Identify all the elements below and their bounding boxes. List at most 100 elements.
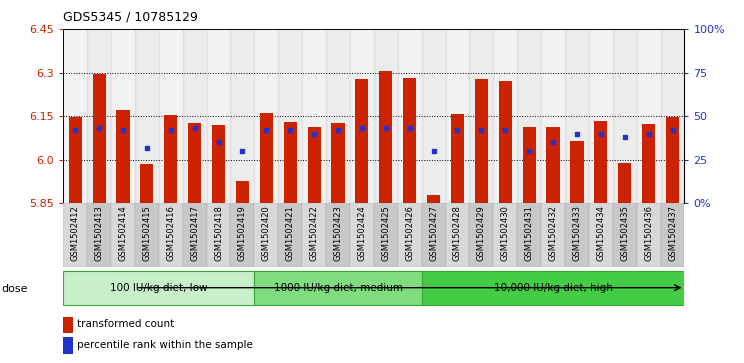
Bar bbox=[613, 203, 637, 267]
Bar bbox=[398, 203, 422, 267]
Text: dose: dose bbox=[1, 284, 28, 294]
Bar bbox=[254, 270, 422, 305]
Bar bbox=[422, 203, 446, 267]
Bar bbox=[350, 203, 373, 267]
Bar bbox=[254, 29, 278, 203]
Bar bbox=[374, 203, 398, 267]
Text: GSM1502412: GSM1502412 bbox=[71, 205, 80, 261]
Bar bbox=[374, 29, 398, 203]
Bar bbox=[236, 181, 249, 203]
Text: GSM1502436: GSM1502436 bbox=[644, 205, 653, 261]
Text: GSM1502427: GSM1502427 bbox=[429, 205, 438, 261]
Text: GSM1502420: GSM1502420 bbox=[262, 205, 271, 261]
Text: GSM1502417: GSM1502417 bbox=[190, 205, 199, 261]
Text: GSM1502416: GSM1502416 bbox=[166, 205, 176, 261]
Bar bbox=[260, 113, 273, 203]
Bar bbox=[475, 79, 488, 203]
Bar bbox=[493, 203, 517, 267]
Bar bbox=[158, 203, 183, 267]
Bar bbox=[493, 29, 517, 203]
Bar bbox=[427, 195, 440, 203]
Bar bbox=[517, 203, 541, 267]
Bar bbox=[92, 74, 106, 203]
Text: GSM1502424: GSM1502424 bbox=[357, 205, 366, 261]
Bar bbox=[183, 29, 207, 203]
Bar bbox=[571, 142, 583, 203]
Bar bbox=[207, 29, 231, 203]
Text: GSM1502434: GSM1502434 bbox=[597, 205, 606, 261]
Text: GSM1502423: GSM1502423 bbox=[333, 205, 342, 261]
Bar bbox=[589, 203, 613, 267]
Text: GSM1502413: GSM1502413 bbox=[94, 205, 103, 261]
Bar bbox=[422, 29, 446, 203]
Bar bbox=[116, 110, 129, 203]
Bar bbox=[522, 127, 536, 203]
Bar bbox=[111, 203, 135, 267]
Bar bbox=[565, 203, 589, 267]
Bar bbox=[541, 203, 565, 267]
Bar bbox=[613, 29, 637, 203]
Text: GSM1502426: GSM1502426 bbox=[405, 205, 414, 261]
Text: GSM1502430: GSM1502430 bbox=[501, 205, 510, 261]
Bar bbox=[618, 163, 632, 203]
Bar bbox=[231, 29, 254, 203]
Text: 1000 IU/kg diet, medium: 1000 IU/kg diet, medium bbox=[274, 283, 403, 293]
Text: GSM1502432: GSM1502432 bbox=[548, 205, 557, 261]
Bar bbox=[141, 164, 153, 203]
Bar bbox=[547, 127, 559, 203]
Bar bbox=[356, 79, 368, 203]
Bar bbox=[541, 29, 565, 203]
Bar bbox=[302, 29, 326, 203]
Bar bbox=[594, 121, 607, 203]
Bar bbox=[326, 29, 350, 203]
Text: 10,000 IU/kg diet, high: 10,000 IU/kg diet, high bbox=[493, 283, 612, 293]
Text: transformed count: transformed count bbox=[77, 319, 175, 329]
Text: GSM1502431: GSM1502431 bbox=[525, 205, 533, 261]
Bar bbox=[135, 29, 158, 203]
Bar bbox=[63, 203, 87, 267]
Text: GSM1502415: GSM1502415 bbox=[142, 205, 151, 261]
Bar bbox=[307, 127, 321, 203]
Text: percentile rank within the sample: percentile rank within the sample bbox=[77, 340, 253, 350]
Bar bbox=[63, 317, 73, 333]
Bar bbox=[637, 29, 661, 203]
Bar bbox=[68, 117, 82, 203]
Text: GSM1502435: GSM1502435 bbox=[620, 205, 629, 261]
Bar bbox=[446, 203, 469, 267]
Text: GSM1502433: GSM1502433 bbox=[572, 205, 582, 261]
Bar bbox=[87, 29, 111, 203]
Bar bbox=[326, 203, 350, 267]
Bar bbox=[231, 203, 254, 267]
Bar bbox=[666, 117, 679, 203]
Bar bbox=[446, 29, 469, 203]
Bar bbox=[63, 337, 73, 354]
Bar bbox=[589, 29, 613, 203]
Bar bbox=[661, 29, 684, 203]
Bar bbox=[469, 203, 493, 267]
Bar bbox=[451, 114, 464, 203]
Bar bbox=[111, 29, 135, 203]
Bar bbox=[63, 270, 254, 305]
Bar bbox=[188, 123, 201, 203]
Text: 100 IU/kg diet, low: 100 IU/kg diet, low bbox=[110, 283, 208, 293]
Bar bbox=[517, 29, 541, 203]
Bar bbox=[207, 203, 231, 267]
Bar bbox=[469, 29, 493, 203]
Text: GSM1502414: GSM1502414 bbox=[118, 205, 127, 261]
Bar bbox=[498, 81, 512, 203]
Text: GSM1502437: GSM1502437 bbox=[668, 205, 677, 261]
Bar bbox=[403, 78, 417, 203]
Text: GSM1502418: GSM1502418 bbox=[214, 205, 223, 261]
Bar bbox=[164, 115, 177, 203]
Bar bbox=[158, 29, 183, 203]
Bar bbox=[278, 203, 302, 267]
Bar bbox=[302, 203, 326, 267]
Text: GSM1502421: GSM1502421 bbox=[286, 205, 295, 261]
Bar bbox=[637, 203, 661, 267]
Bar bbox=[661, 203, 684, 267]
Bar bbox=[642, 124, 655, 203]
Bar bbox=[63, 29, 87, 203]
Bar bbox=[212, 125, 225, 203]
Text: GSM1502422: GSM1502422 bbox=[310, 205, 318, 261]
Bar bbox=[87, 203, 111, 267]
